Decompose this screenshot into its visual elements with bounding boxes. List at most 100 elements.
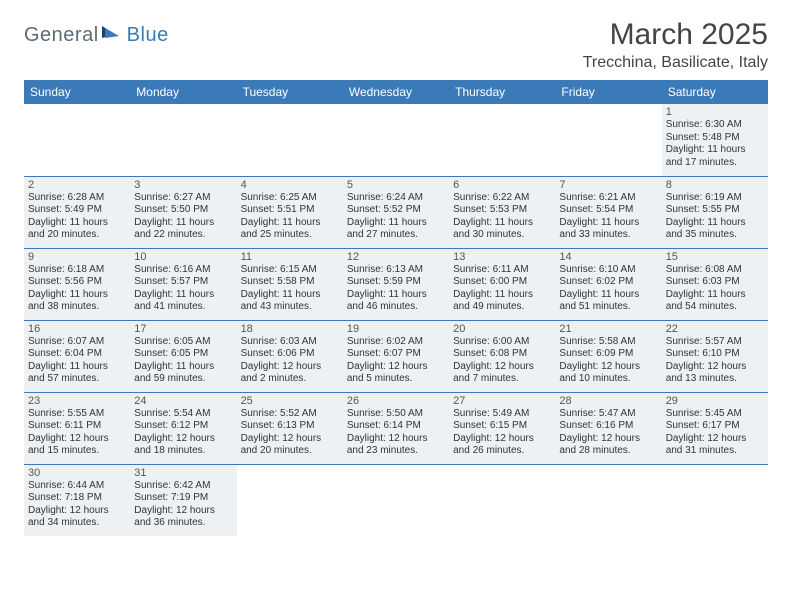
day-cell: 4Sunrise: 6:25 AMSunset: 5:51 PMDaylight…	[237, 176, 343, 248]
empty-cell	[237, 464, 343, 536]
calendar-row: 9Sunrise: 6:18 AMSunset: 5:56 PMDaylight…	[24, 248, 768, 320]
daylight-line: Daylight: 11 hours	[28, 217, 126, 230]
day-cell: 3Sunrise: 6:27 AMSunset: 5:50 PMDaylight…	[130, 176, 236, 248]
day-number: 27	[453, 395, 551, 407]
sunrise-line: Sunrise: 6:11 AM	[453, 264, 551, 277]
day-number: 21	[559, 323, 657, 335]
day-number: 6	[453, 179, 551, 191]
day-cell: 12Sunrise: 6:13 AMSunset: 5:59 PMDayligh…	[343, 248, 449, 320]
daylight-line: and 26 minutes.	[453, 445, 551, 458]
sunrise-line: Sunrise: 6:00 AM	[453, 336, 551, 349]
daylight-line: Daylight: 12 hours	[241, 433, 339, 446]
empty-cell	[449, 104, 555, 176]
calendar-row: 2Sunrise: 6:28 AMSunset: 5:49 PMDaylight…	[24, 176, 768, 248]
daylight-line: and 30 minutes.	[453, 229, 551, 242]
weekday-header: Sunday	[24, 80, 130, 104]
daylight-line: Daylight: 11 hours	[666, 144, 764, 157]
calendar-table: Sunday Monday Tuesday Wednesday Thursday…	[24, 80, 768, 536]
daylight-line: and 43 minutes.	[241, 301, 339, 314]
sunset-line: Sunset: 6:04 PM	[28, 348, 126, 361]
weekday-header: Saturday	[662, 80, 768, 104]
sunset-line: Sunset: 5:55 PM	[666, 204, 764, 217]
daylight-line: and 20 minutes.	[241, 445, 339, 458]
daylight-line: and 17 minutes.	[666, 157, 764, 170]
location-line: Trecchina, Basilicate, Italy	[583, 54, 768, 72]
sunrise-line: Sunrise: 6:44 AM	[28, 480, 126, 493]
daylight-line: Daylight: 12 hours	[241, 361, 339, 374]
brand-part2: Blue	[127, 24, 169, 47]
daylight-line: Daylight: 11 hours	[347, 217, 445, 230]
day-number: 20	[453, 323, 551, 335]
daylight-line: and 38 minutes.	[28, 301, 126, 314]
day-number: 15	[666, 251, 764, 263]
daylight-line: and 57 minutes.	[28, 373, 126, 386]
daylight-line: and 31 minutes.	[666, 445, 764, 458]
sunrise-line: Sunrise: 6:27 AM	[134, 192, 232, 205]
day-cell: 19Sunrise: 6:02 AMSunset: 6:07 PMDayligh…	[343, 320, 449, 392]
brand-part1: General	[24, 24, 99, 47]
day-cell: 1Sunrise: 6:30 AMSunset: 5:48 PMDaylight…	[662, 104, 768, 176]
daylight-line: Daylight: 11 hours	[134, 361, 232, 374]
sunrise-line: Sunrise: 6:05 AM	[134, 336, 232, 349]
day-cell: 16Sunrise: 6:07 AMSunset: 6:04 PMDayligh…	[24, 320, 130, 392]
day-number: 30	[28, 467, 126, 479]
sunset-line: Sunset: 6:00 PM	[453, 276, 551, 289]
daylight-line: Daylight: 12 hours	[453, 433, 551, 446]
flag-icon	[101, 24, 123, 47]
day-number: 2	[28, 179, 126, 191]
daylight-line: Daylight: 12 hours	[453, 361, 551, 374]
daylight-line: and 34 minutes.	[28, 517, 126, 530]
sunset-line: Sunset: 7:19 PM	[134, 492, 232, 505]
day-cell: 11Sunrise: 6:15 AMSunset: 5:58 PMDayligh…	[237, 248, 343, 320]
day-number: 23	[28, 395, 126, 407]
sunrise-line: Sunrise: 5:47 AM	[559, 408, 657, 421]
day-number: 11	[241, 251, 339, 263]
month-title: March 2025	[583, 18, 768, 52]
sunrise-line: Sunrise: 5:58 AM	[559, 336, 657, 349]
sunrise-line: Sunrise: 5:45 AM	[666, 408, 764, 421]
title-block: March 2025 Trecchina, Basilicate, Italy	[583, 18, 768, 72]
day-number: 8	[666, 179, 764, 191]
sunrise-line: Sunrise: 6:19 AM	[666, 192, 764, 205]
day-cell: 26Sunrise: 5:50 AMSunset: 6:14 PMDayligh…	[343, 392, 449, 464]
day-number: 12	[347, 251, 445, 263]
day-number: 9	[28, 251, 126, 263]
daylight-line: and 2 minutes.	[241, 373, 339, 386]
daylight-line: Daylight: 12 hours	[666, 433, 764, 446]
sunrise-line: Sunrise: 6:15 AM	[241, 264, 339, 277]
day-cell: 14Sunrise: 6:10 AMSunset: 6:02 PMDayligh…	[555, 248, 661, 320]
sunset-line: Sunset: 5:56 PM	[28, 276, 126, 289]
sunset-line: Sunset: 6:14 PM	[347, 420, 445, 433]
daylight-line: Daylight: 12 hours	[28, 505, 126, 518]
sunset-line: Sunset: 7:18 PM	[28, 492, 126, 505]
empty-cell	[555, 464, 661, 536]
sunrise-line: Sunrise: 6:02 AM	[347, 336, 445, 349]
sunrise-line: Sunrise: 5:54 AM	[134, 408, 232, 421]
sunrise-line: Sunrise: 5:55 AM	[28, 408, 126, 421]
daylight-line: Daylight: 12 hours	[666, 361, 764, 374]
sunset-line: Sunset: 6:02 PM	[559, 276, 657, 289]
daylight-line: and 59 minutes.	[134, 373, 232, 386]
day-cell: 13Sunrise: 6:11 AMSunset: 6:00 PMDayligh…	[449, 248, 555, 320]
sunset-line: Sunset: 5:50 PM	[134, 204, 232, 217]
day-cell: 6Sunrise: 6:22 AMSunset: 5:53 PMDaylight…	[449, 176, 555, 248]
day-number: 1	[666, 106, 764, 118]
daylight-line: and 36 minutes.	[134, 517, 232, 530]
sunset-line: Sunset: 6:15 PM	[453, 420, 551, 433]
daylight-line: and 10 minutes.	[559, 373, 657, 386]
weekday-header: Tuesday	[237, 80, 343, 104]
day-number: 22	[666, 323, 764, 335]
sunrise-line: Sunrise: 6:18 AM	[28, 264, 126, 277]
sunrise-line: Sunrise: 6:25 AM	[241, 192, 339, 205]
daylight-line: and 41 minutes.	[134, 301, 232, 314]
sunset-line: Sunset: 5:52 PM	[347, 204, 445, 217]
daylight-line: and 35 minutes.	[666, 229, 764, 242]
daylight-line: and 54 minutes.	[666, 301, 764, 314]
daylight-line: Daylight: 12 hours	[347, 433, 445, 446]
sunrise-line: Sunrise: 6:08 AM	[666, 264, 764, 277]
daylight-line: Daylight: 12 hours	[28, 433, 126, 446]
daylight-line: Daylight: 11 hours	[241, 217, 339, 230]
sunrise-line: Sunrise: 5:50 AM	[347, 408, 445, 421]
sunrise-line: Sunrise: 6:10 AM	[559, 264, 657, 277]
daylight-line: and 51 minutes.	[559, 301, 657, 314]
